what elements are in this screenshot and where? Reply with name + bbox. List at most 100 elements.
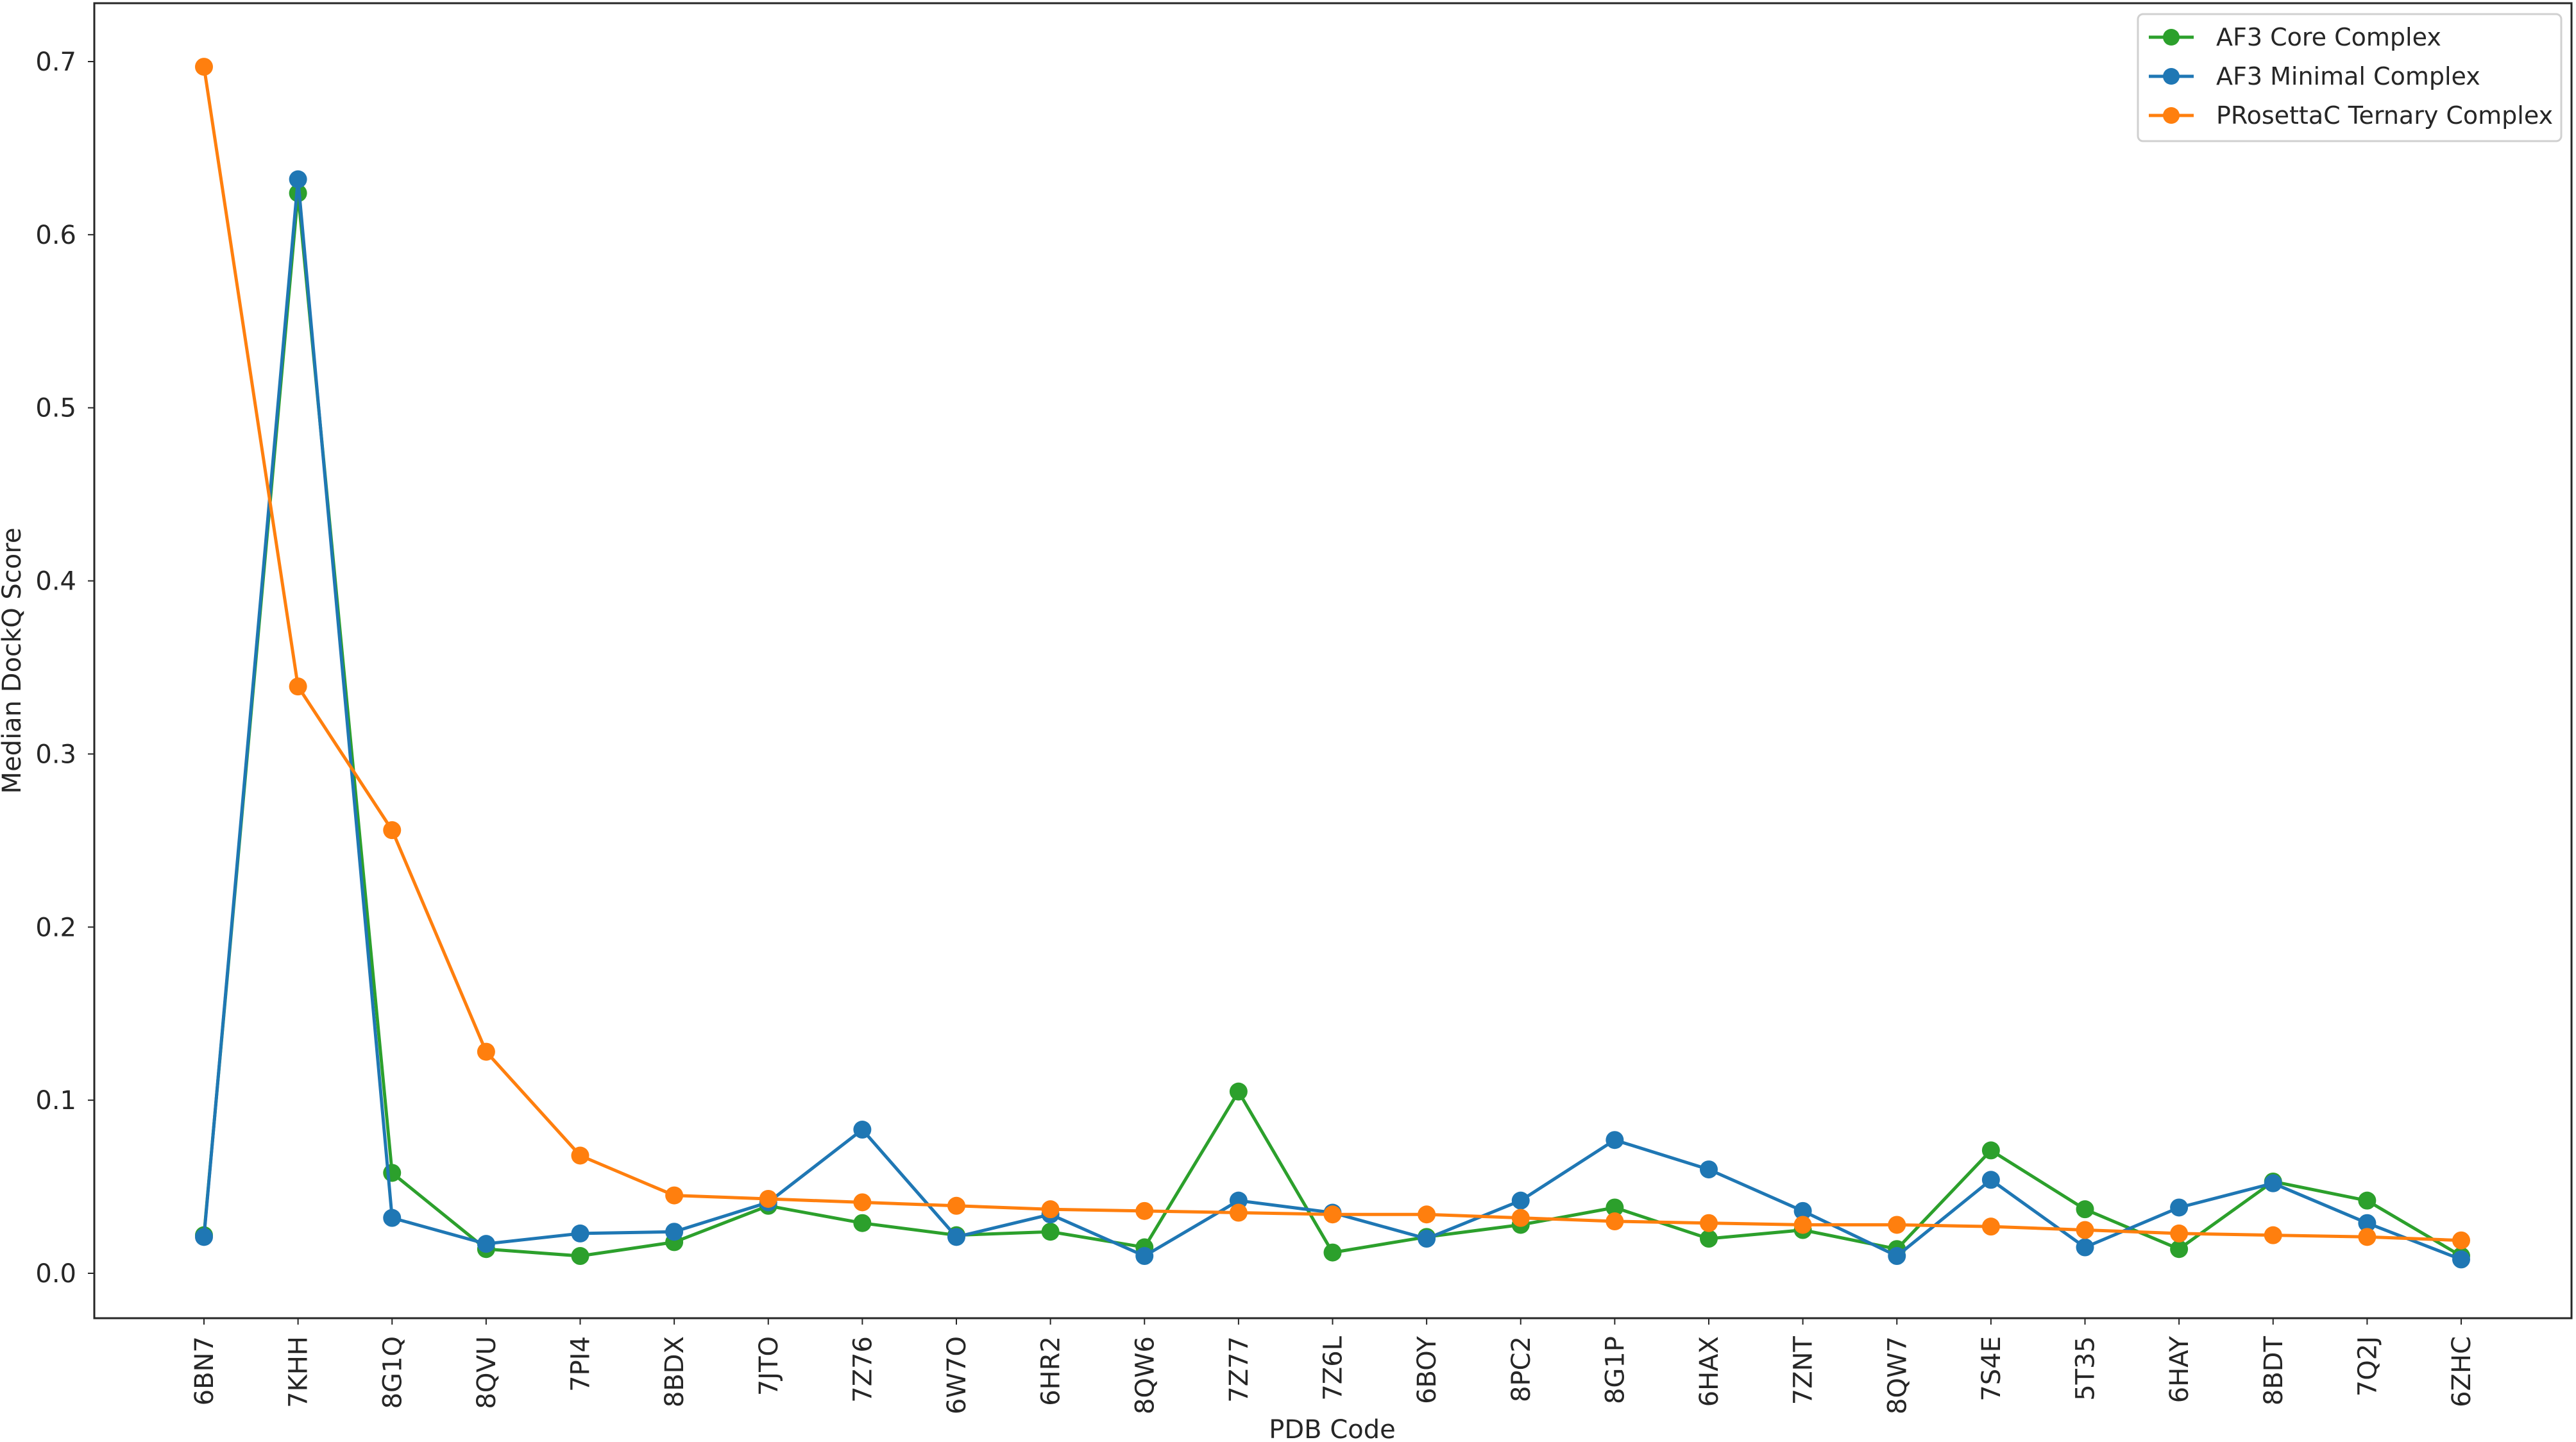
data-point <box>1511 1191 1530 1210</box>
legend: AF3 Core Complex AF3 Minimal Complex PRose… <box>2137 13 2563 142</box>
data-point <box>1606 1131 1624 1149</box>
series-layer <box>195 58 2470 1269</box>
data-point <box>2076 1200 2094 1219</box>
x-tick-label: 8G1Q <box>378 1336 407 1409</box>
x-tick-label: 7PI4 <box>566 1336 596 1392</box>
data-point <box>1888 1216 1906 1234</box>
y-tick-label: 0.0 <box>35 1259 76 1289</box>
x-tick-label: 7Q2J <box>2353 1336 2382 1396</box>
x-tick-label: 8BDX <box>660 1336 690 1407</box>
legend-label: AF3 Minimal Complex <box>2216 62 2480 90</box>
x-tick-label: 7JTO <box>754 1336 784 1396</box>
data-point <box>1606 1212 1624 1231</box>
data-point <box>195 1228 213 1246</box>
x-tick-label: 7Z6L <box>1319 1336 1348 1400</box>
y-axis-label: Median DockQ Score <box>0 528 27 794</box>
data-point <box>1041 1200 1060 1219</box>
data-point <box>571 1146 589 1165</box>
x-tick-label: 8QW7 <box>1883 1336 1912 1414</box>
data-point <box>1700 1230 1718 1248</box>
y-tick-label: 0.3 <box>35 740 76 769</box>
x-tick-label: 6W7O <box>942 1336 972 1414</box>
x-tick-label: 7ZNT <box>1789 1336 1818 1405</box>
plot-frame <box>93 2 2573 1319</box>
y-tick-label: 0.5 <box>35 394 76 423</box>
y-tick-label: 0.1 <box>35 1086 76 1115</box>
x-tick-label: 8QW6 <box>1130 1336 1160 1414</box>
data-point <box>1981 1171 2000 1189</box>
x-tick-label: 6HAY <box>2165 1336 2194 1403</box>
data-point <box>2358 1191 2377 1210</box>
legend-marker <box>2163 107 2180 124</box>
data-point <box>947 1228 965 1246</box>
legend-label: AF3 Core Complex <box>2216 23 2441 51</box>
x-tick-label: 6BN7 <box>190 1336 219 1405</box>
data-point <box>2358 1214 2377 1232</box>
legend-frame <box>2137 13 2563 142</box>
x-tick-label: 6BOY <box>1412 1336 1442 1404</box>
data-point <box>1323 1243 1342 1262</box>
data-point <box>2452 1231 2470 1250</box>
legend-marker <box>2163 68 2180 85</box>
data-point <box>1700 1160 1718 1179</box>
data-point <box>759 1189 777 1208</box>
legend-marker <box>2163 29 2180 46</box>
data-point <box>665 1186 684 1205</box>
data-point <box>853 1193 872 1212</box>
data-point <box>1041 1223 1060 1241</box>
data-point <box>477 1235 495 1253</box>
x-axis-ticks: 6BN7 7KHH 8G1Q 8QVU 7PI4 8BDX 7JTO 7Z76 6W7O 6HR2… <box>190 1318 2477 1414</box>
data-point <box>665 1223 684 1241</box>
x-tick-label: 5T35 <box>2071 1336 2101 1401</box>
data-point <box>1418 1230 1436 1248</box>
data-point <box>1888 1247 1906 1266</box>
data-point <box>2170 1224 2189 1243</box>
data-point <box>1981 1217 2000 1236</box>
data-point <box>2358 1228 2377 1246</box>
data-point <box>571 1247 589 1266</box>
x-tick-label: 7Z76 <box>848 1336 877 1403</box>
x-tick-label: 6HAX <box>1695 1336 1724 1407</box>
y-tick-label: 0.6 <box>35 221 76 250</box>
y-tick-label: 0.7 <box>35 47 76 77</box>
data-point <box>1606 1198 1624 1217</box>
x-tick-label: 8G1P <box>1600 1336 1630 1404</box>
data-point <box>2170 1240 2189 1259</box>
data-point <box>2076 1221 2094 1239</box>
x-tick-label: 7KHH <box>284 1336 314 1408</box>
legend-entries: AF3 Core Complex AF3 Minimal Complex PRose… <box>2149 23 2553 130</box>
x-tick-label: 7S4E <box>1977 1336 2006 1402</box>
data-point <box>1511 1209 1530 1227</box>
data-point <box>1323 1205 1342 1224</box>
x-tick-label: 6HR2 <box>1037 1336 1066 1406</box>
y-tick-label: 0.4 <box>35 567 76 597</box>
data-point <box>1135 1201 1154 1220</box>
x-tick-label: 8PC2 <box>1507 1336 1536 1402</box>
x-tick-label: 8BDT <box>2259 1336 2289 1405</box>
data-point <box>853 1121 872 1139</box>
data-point <box>289 170 307 189</box>
data-point <box>383 1164 402 1182</box>
x-tick-label: 6ZHC <box>2447 1336 2477 1407</box>
data-point <box>571 1224 589 1243</box>
data-point <box>947 1196 965 1215</box>
data-point <box>1135 1247 1154 1266</box>
data-point <box>383 1209 402 1227</box>
y-axis-ticks: 0.0 0.1 0.2 0.3 0.4 0.5 0.6 0.7 <box>35 47 94 1289</box>
data-point <box>1793 1201 1812 1220</box>
data-point <box>289 677 307 696</box>
data-point <box>2264 1174 2282 1192</box>
y-tick-label: 0.2 <box>35 913 76 942</box>
legend-label: PRosettaC Ternary Complex <box>2216 101 2553 130</box>
plot-area: 0.0 0.1 0.2 0.3 0.4 0.5 0.6 0.7 6BN7 7KHH 8G1Q 8QV… <box>35 2 2573 1414</box>
data-point <box>1700 1214 1718 1232</box>
data-point <box>195 58 213 76</box>
data-point <box>1229 1082 1248 1101</box>
data-point <box>383 821 402 840</box>
x-axis-label: PDB Code <box>1269 1415 1395 1442</box>
data-point <box>853 1214 872 1232</box>
data-point <box>2264 1226 2282 1244</box>
data-point <box>2452 1250 2470 1269</box>
x-tick-label: 8QVU <box>472 1336 502 1409</box>
